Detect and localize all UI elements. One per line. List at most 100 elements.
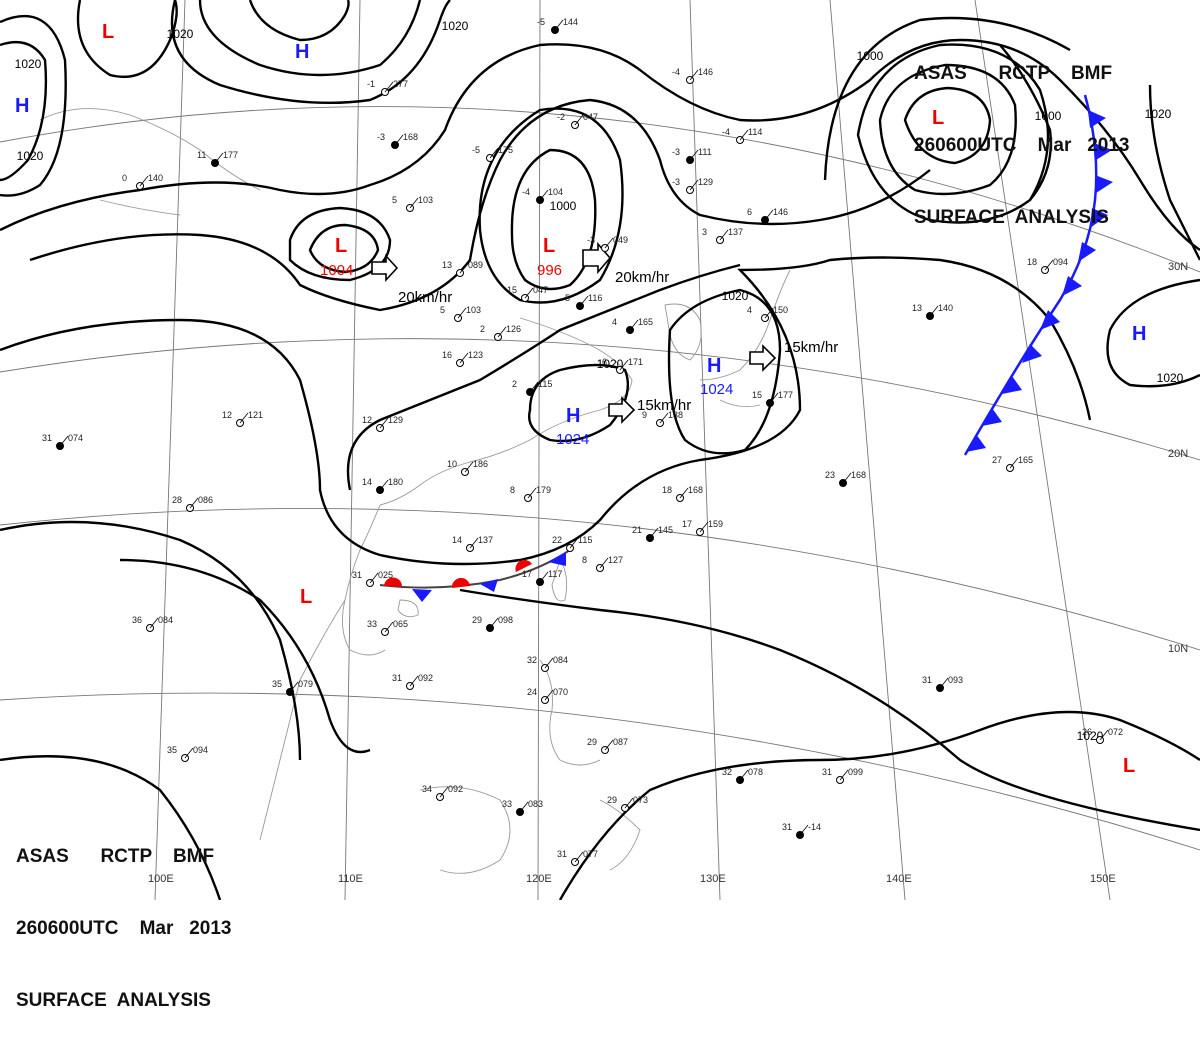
station-temperature: 14 [362, 477, 372, 487]
low-pressure-value: 996 [537, 262, 562, 279]
surface-analysis-map: 1020 1020 1020 1020 1000 1000 1000 10 2 0 … [0, 0, 1200, 900]
station-plot: 31 077 [557, 849, 598, 866]
station-temperature: -3 [672, 177, 680, 187]
low-pressure-center: L [1123, 755, 1135, 777]
wind-barb [459, 262, 469, 274]
station-temperature: -5 [537, 17, 545, 27]
station-plot: -4 104 [522, 187, 563, 204]
wind-barb [384, 621, 394, 633]
station-pressure: 103 [466, 305, 481, 315]
station-temperature: 29 [607, 795, 617, 805]
wind-barb [604, 237, 614, 249]
station-temperature: 12 [222, 410, 232, 420]
station-temperature: -5 [472, 145, 480, 155]
station-plot: 34 092 [422, 784, 463, 801]
station-pressure: 137 [478, 535, 493, 545]
station-pressure: 078 [748, 767, 763, 777]
longitude-label: 130E [700, 873, 726, 885]
station-pressure: 129 [388, 415, 403, 425]
station-temperature: -3 [587, 235, 595, 245]
station-temperature: 4 [612, 317, 617, 327]
station-pressure: 140 [938, 303, 953, 313]
station-plot: 11 177 [197, 150, 238, 167]
wind-barb [839, 769, 849, 781]
station-temperature: 13 [912, 303, 922, 313]
station-temperature: 31 [782, 822, 792, 832]
station-pressure: 277 [393, 79, 408, 89]
station-plot: 15 047 [507, 285, 548, 302]
station-plot: 6 146 [747, 207, 788, 224]
station-pressure: 129 [698, 177, 713, 187]
latitude-label: 20N [1168, 448, 1188, 460]
wind-barb [599, 557, 609, 569]
station-pressure: 073 [633, 795, 648, 805]
station-pressure: 072 [1108, 727, 1123, 737]
station-plot: 0 140 [122, 173, 163, 190]
station-pressure: 049 [613, 235, 628, 245]
wind-barb [689, 69, 699, 81]
wind-barb [529, 381, 539, 393]
station-pressure: 177 [778, 390, 793, 400]
wind-barb [439, 786, 449, 798]
wind-barb [544, 657, 554, 669]
station-temperature: 8 [582, 555, 587, 565]
station-plot: 9 138 [642, 410, 683, 427]
isobar-label: 1000 [1035, 109, 1062, 123]
high-pressure-center: H [566, 405, 580, 427]
movement-arrow [608, 396, 636, 424]
station-pressure: 117 [548, 569, 562, 579]
station-plot: 2 126 [480, 324, 521, 341]
low-pressure-center: L [335, 235, 347, 257]
high-pressure-value: 1024 [700, 381, 733, 398]
station-temperature: -4 [672, 67, 680, 77]
station-temperature: 35 [272, 679, 282, 689]
station-plot: 29 098 [472, 615, 513, 632]
longitude-label: 140E [886, 873, 912, 885]
wind-barb [629, 319, 639, 331]
station-plot: 4 165 [612, 317, 653, 334]
station-pressure: 114 [748, 127, 762, 137]
station-pressure: 077 [583, 849, 598, 859]
station-plot: 10 186 [447, 459, 488, 476]
station-plot: -5 116 [562, 293, 602, 310]
header-line-2: 260600UTC Mar 2013 [914, 135, 1130, 156]
latitude-label: 30N [1168, 261, 1188, 273]
station-plot: 33 065 [367, 619, 408, 636]
station-pressure: 180 [388, 477, 403, 487]
wind-barb [764, 307, 774, 319]
wind-barb [689, 149, 699, 161]
wind-barb [489, 147, 499, 159]
isobar-label: 1020 [1157, 371, 1184, 385]
station-temperature: 33 [502, 799, 512, 809]
movement-labels: 20km/hr 20km/hr 15km/hr 15km/hr [398, 269, 838, 414]
isobar-labels: 1020 1020 1020 1020 1000 1000 1000 10 2 0 … [15, 19, 1184, 743]
station-pressure: 168 [688, 485, 703, 495]
meridian-150e [974, 0, 1111, 900]
station-plot: -4 114 [722, 127, 762, 144]
wind-barb [384, 81, 394, 93]
high-pressure-center: H [295, 41, 309, 63]
wind-barb [469, 537, 479, 549]
station-pressure: 094 [1053, 257, 1068, 267]
coastline-borneo [419, 786, 511, 874]
isobar-label: 1000 [857, 49, 884, 63]
isobar-label: 1020 [1145, 107, 1172, 121]
movement-arrow [749, 344, 777, 372]
longitude-label: 120E [526, 873, 552, 885]
station-plot: 12 129 [362, 415, 403, 432]
wind-barb [289, 681, 299, 693]
station-plot: 35 094 [167, 745, 208, 762]
station-plot: 29 087 [587, 737, 628, 754]
station-temperature: 33 [367, 619, 377, 629]
coastline-korea [664, 303, 702, 361]
station-plot: 31 -14 [782, 822, 821, 839]
station-pressure: 127 [608, 555, 623, 565]
latitude-line-0 [0, 692, 1200, 851]
station-plot: 14 180 [362, 477, 403, 494]
station-plot: 6 171 [602, 357, 643, 374]
station-plot: 28 086 [172, 495, 213, 512]
high-pressure-center: H [15, 95, 29, 117]
isobar-label: 1000 [550, 199, 577, 213]
wind-barb [239, 412, 249, 424]
station-plot: 29 073 [607, 795, 648, 812]
